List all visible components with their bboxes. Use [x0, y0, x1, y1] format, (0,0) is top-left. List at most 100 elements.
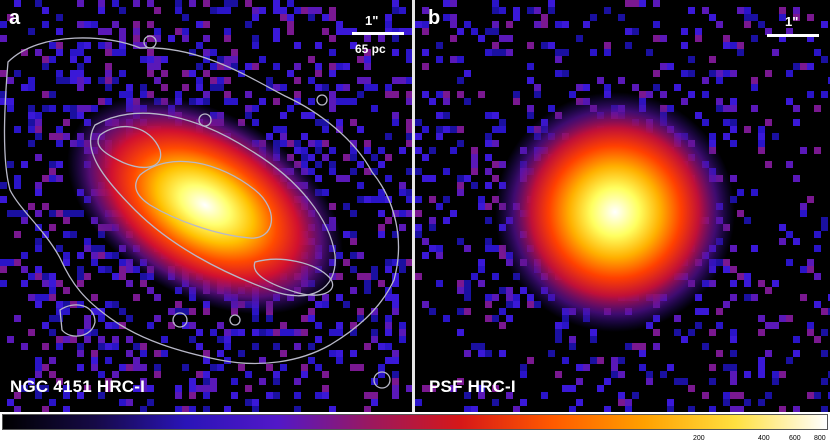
photon-pixel — [681, 336, 688, 343]
photon-pixel — [357, 77, 364, 84]
photon-pixel — [639, 350, 646, 357]
photon-pixel — [371, 266, 378, 273]
photon-pixel — [562, 21, 569, 28]
photon-pixel — [273, 126, 280, 133]
photon-pixel — [751, 245, 758, 252]
photon-pixel — [660, 35, 667, 42]
photon-pixel — [28, 84, 35, 91]
photon-pixel — [534, 21, 541, 28]
photon-pixel — [350, 329, 357, 336]
photon-pixel — [119, 266, 126, 273]
photon-pixel — [42, 203, 49, 210]
photon-pixel — [457, 308, 464, 315]
photon-pixel — [294, 77, 301, 84]
photon-pixel — [450, 0, 457, 7]
photon-pixel — [322, 140, 329, 147]
photon-pixel — [42, 294, 49, 301]
photon-pixel — [590, 14, 597, 21]
photon-pixel — [688, 385, 695, 392]
photon-pixel — [49, 133, 56, 140]
photon-pixel — [821, 21, 828, 28]
photon-pixel — [457, 28, 464, 35]
photon-pixel — [527, 112, 534, 119]
photon-pixel — [196, 385, 203, 392]
photon-pixel — [28, 273, 35, 280]
photon-pixel — [140, 84, 147, 91]
photon-pixel — [210, 84, 217, 91]
photon-pixel — [350, 364, 357, 371]
photon-pixel — [723, 301, 730, 308]
photon-pixel — [583, 364, 590, 371]
photon-pixel — [730, 245, 737, 252]
photon-pixel — [266, 364, 273, 371]
photon-pixel — [112, 21, 119, 28]
photon-pixel — [406, 196, 412, 203]
photon-pixel — [406, 77, 412, 84]
photon-pixel — [779, 315, 786, 322]
photon-pixel — [336, 322, 343, 329]
photon-pixel — [422, 175, 429, 182]
photon-pixel — [91, 350, 98, 357]
photon-pixel — [140, 91, 147, 98]
photon-pixel — [98, 0, 105, 7]
photon-pixel — [555, 49, 562, 56]
photon-pixel — [273, 98, 280, 105]
photon-pixel — [450, 147, 457, 154]
photon-pixel — [399, 336, 406, 343]
photon-pixel — [126, 399, 133, 406]
photon-pixel — [350, 42, 357, 49]
photon-pixel — [308, 140, 315, 147]
photon-pixel — [189, 308, 196, 315]
photon-pixel — [793, 14, 800, 21]
photon-pixel — [653, 84, 660, 91]
photon-pixel — [147, 56, 154, 63]
photon-pixel — [793, 7, 800, 14]
photon-pixel — [385, 329, 392, 336]
photon-pixel — [322, 385, 329, 392]
photon-pixel — [457, 77, 464, 84]
photon-pixel — [140, 364, 147, 371]
photon-pixel — [140, 350, 147, 357]
photon-pixel — [415, 196, 422, 203]
photon-pixel — [618, 357, 625, 364]
contour-lines — [3, 35, 400, 389]
photon-pixel — [203, 357, 210, 364]
photon-pixel — [371, 105, 378, 112]
photon-pixel — [203, 21, 210, 28]
photon-pixel — [436, 203, 443, 210]
photon-pixel — [814, 336, 821, 343]
photon-pixel — [478, 196, 485, 203]
photon-pixel — [49, 161, 56, 168]
photon-pixel — [492, 28, 499, 35]
photon-pixel — [245, 63, 252, 70]
photon-pixel — [35, 154, 42, 161]
photon-pixel — [688, 56, 695, 63]
photon-pixel — [674, 84, 681, 91]
photon-pixel — [231, 392, 238, 399]
photon-pixel — [758, 147, 765, 154]
photon-pixel — [203, 49, 210, 56]
photon-pixel — [189, 49, 196, 56]
photon-pixel — [105, 84, 112, 91]
photon-pixel — [119, 273, 126, 280]
photon-pixel — [133, 21, 140, 28]
photon-pixel — [457, 182, 464, 189]
photon-pixel — [485, 294, 492, 301]
photon-pixel — [730, 140, 737, 147]
photon-pixel — [175, 308, 182, 315]
photon-pixel — [105, 49, 112, 56]
photon-pixel — [63, 105, 70, 112]
photon-pixel — [42, 385, 49, 392]
photon-pixel — [457, 91, 464, 98]
photon-pixel — [406, 56, 412, 63]
photon-pixel — [744, 294, 751, 301]
photon-pixel — [252, 14, 259, 21]
photon-pixel — [259, 357, 266, 364]
photon-pixel — [406, 126, 412, 133]
photon-pixel — [56, 336, 63, 343]
photon-pixel — [252, 315, 259, 322]
photon-pixel — [378, 364, 385, 371]
photon-pixel — [84, 385, 91, 392]
photon-pixel — [364, 56, 371, 63]
photon-pixel — [772, 378, 779, 385]
